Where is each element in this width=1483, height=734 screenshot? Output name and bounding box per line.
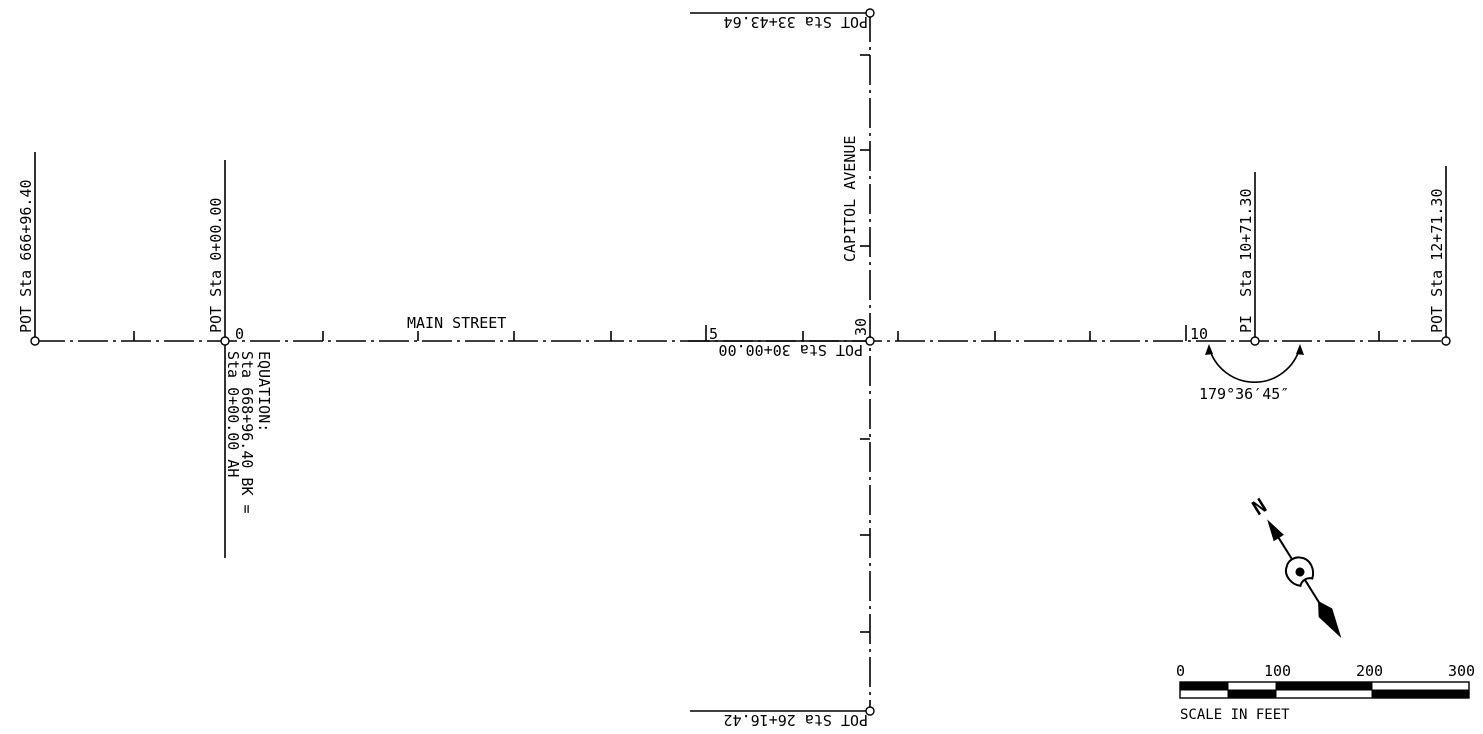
scale-caption: SCALE IN FEET bbox=[1180, 707, 1290, 723]
scale-tick-200: 200 bbox=[1356, 662, 1383, 680]
station-tick-30-label: 30 bbox=[852, 318, 870, 336]
angle-arrowhead-left bbox=[1205, 344, 1213, 355]
station-tick-5-label: 5 bbox=[709, 325, 718, 343]
equation-back: Sta 668+96.40 BK = bbox=[238, 351, 256, 514]
scale-tick-300: 300 bbox=[1448, 662, 1475, 680]
scale-bar bbox=[1179, 681, 1470, 699]
pot-end-label: POT Sta 12+71.30 bbox=[1428, 189, 1446, 334]
control-points bbox=[30, 8, 1451, 716]
scale-tick-0: 0 bbox=[1176, 662, 1185, 680]
station-tick-10-label: 10 bbox=[1190, 325, 1208, 343]
scale-tick-100: 100 bbox=[1264, 662, 1291, 680]
north-label: N bbox=[1248, 493, 1271, 520]
equation-ahead: Sta 0+00.00 AH bbox=[224, 351, 242, 477]
pot-zero-label: POT Sta 0+00.00 bbox=[207, 198, 225, 333]
capitol-avenue-label: CAPITOL AVENUE bbox=[841, 136, 859, 262]
main-street-station-ticks bbox=[133, 325, 1380, 341]
pot-top-label: POT Sta 33+43.64 bbox=[724, 13, 869, 31]
deflection-angle-label: 179°36′45″ bbox=[1199, 385, 1289, 403]
station-leader-lines bbox=[34, 12, 1447, 712]
deflection-angle-arc bbox=[1208, 346, 1301, 384]
station-tick-0-label: 0 bbox=[235, 325, 244, 343]
north-arrow-icon: N bbox=[1248, 493, 1342, 639]
pot-intersection-label: POT Sta 30+00.00 bbox=[719, 341, 864, 359]
main-street-label: MAIN STREET bbox=[407, 314, 506, 332]
pot-bottom-label: POT Sta 26+16.42 bbox=[724, 711, 869, 729]
angle-arrowhead-right bbox=[1296, 344, 1304, 355]
pot-start-label: POT Sta 666+96.40 bbox=[17, 179, 35, 333]
equation-title: EQUATION: bbox=[255, 351, 273, 432]
capitol-avenue-station-ticks bbox=[860, 54, 870, 633]
pi-label: PI Sta 10+71.30 bbox=[1237, 189, 1255, 334]
